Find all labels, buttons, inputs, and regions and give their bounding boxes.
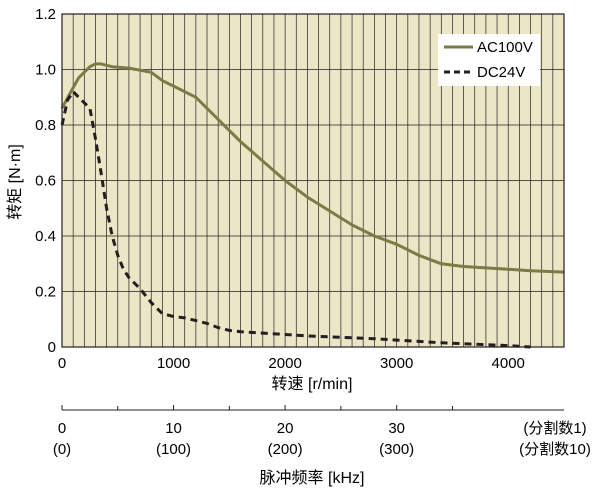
- series-line-dc24v: [60, 90, 531, 349]
- series-line-ac100v: [60, 62, 565, 274]
- y-tick-label: 0.6: [35, 173, 56, 190]
- series-layer: [60, 62, 565, 349]
- secondary-tick-sublabel: (0): [53, 441, 71, 458]
- secondary-tick-label: 10: [165, 420, 182, 437]
- x-tick-label: 2000: [268, 355, 301, 372]
- legend-box: [438, 34, 540, 86]
- x-axis-title: 转速 [r/min]: [272, 375, 353, 393]
- secondary-tick-sublabel: (200): [268, 441, 303, 458]
- y-tick-label: 0: [48, 339, 56, 356]
- legend-label-dc24v: DC24V: [477, 64, 525, 81]
- y-tick-label: 0.4: [35, 228, 56, 245]
- x-tick-label: 4000: [492, 355, 525, 372]
- x-tick-labels: 0 1000 2000 3000 4000: [58, 355, 525, 372]
- secondary-tick-label: 30: [388, 420, 405, 437]
- legend: AC100V DC24V: [438, 34, 540, 86]
- secondary-axis: 0 (0) 10 (100) 20 (200) 30 (300) (分割数1) (分割数10)…: [53, 405, 591, 487]
- secondary-axis-ticks: 0 (0) 10 (100) 20 (200) 30 (300): [53, 405, 453, 458]
- secondary-tick-sublabel: (300): [379, 441, 414, 458]
- secondary-tick-label: 20: [277, 420, 294, 437]
- y-tick-label: 1.2: [35, 6, 56, 23]
- secondary-extra-label-1: (分割数1): [523, 420, 586, 437]
- x-tick-label: 3000: [380, 355, 413, 372]
- y-tick-label: 1.0: [35, 62, 56, 79]
- secondary-axis-title: 脉冲频率 [kHz]: [260, 469, 365, 487]
- secondary-tick-sublabel: (100): [156, 441, 191, 458]
- y-axis-title: 转矩 [N·m]: [6, 144, 24, 220]
- y-tick-label: 0.2: [35, 284, 56, 301]
- legend-label-ac100v: AC100V: [477, 39, 533, 56]
- x-tick-label: 0: [58, 355, 66, 372]
- y-tick-labels: 0 0.2 0.4 0.6 0.8 1.0 1.2: [35, 6, 56, 356]
- x-tick-label: 1000: [157, 355, 190, 372]
- secondary-tick-label: 0: [58, 420, 66, 437]
- secondary-extra-label-2: (分割数10): [519, 441, 591, 458]
- y-tick-label: 0.8: [35, 117, 56, 134]
- plot-frame: [61, 13, 565, 348]
